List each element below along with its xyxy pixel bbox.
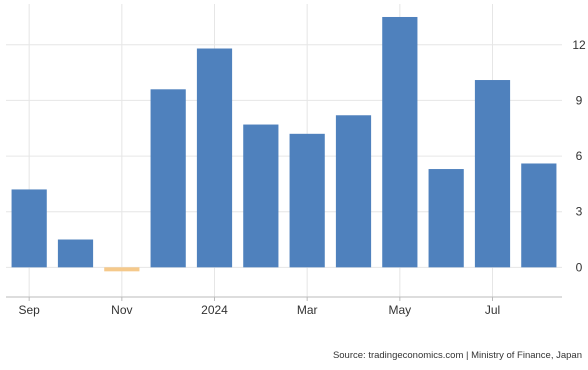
bar-mar bbox=[289, 133, 325, 268]
bar-dec bbox=[150, 89, 186, 268]
x-tick-label: 2024 bbox=[201, 303, 228, 317]
bar-jun bbox=[428, 169, 464, 268]
bar-sep bbox=[11, 189, 47, 268]
bar-may bbox=[382, 16, 418, 268]
bar-feb bbox=[243, 124, 279, 268]
source-note: Source: tradingeconomics.com | Ministry … bbox=[332, 350, 582, 361]
y-tick-label: 12 bbox=[572, 38, 586, 52]
x-tick-label: Mar bbox=[297, 303, 318, 317]
bar-oct bbox=[57, 239, 94, 268]
bar-jul bbox=[474, 80, 511, 268]
bar-nov bbox=[104, 267, 140, 272]
y-tick-label: 0 bbox=[576, 260, 583, 274]
y-tick-label: 6 bbox=[576, 149, 583, 163]
x-tick-label: May bbox=[388, 303, 411, 317]
bar-aug bbox=[521, 163, 557, 268]
y-tick-label: 3 bbox=[576, 205, 583, 219]
x-tick-label: Sep bbox=[18, 303, 40, 317]
bar-apr bbox=[335, 115, 372, 268]
x-tick-label: Jul bbox=[485, 303, 500, 317]
x-tick-label: Nov bbox=[111, 303, 132, 317]
y-tick-label: 9 bbox=[576, 93, 583, 107]
bar-2024 bbox=[196, 48, 233, 268]
